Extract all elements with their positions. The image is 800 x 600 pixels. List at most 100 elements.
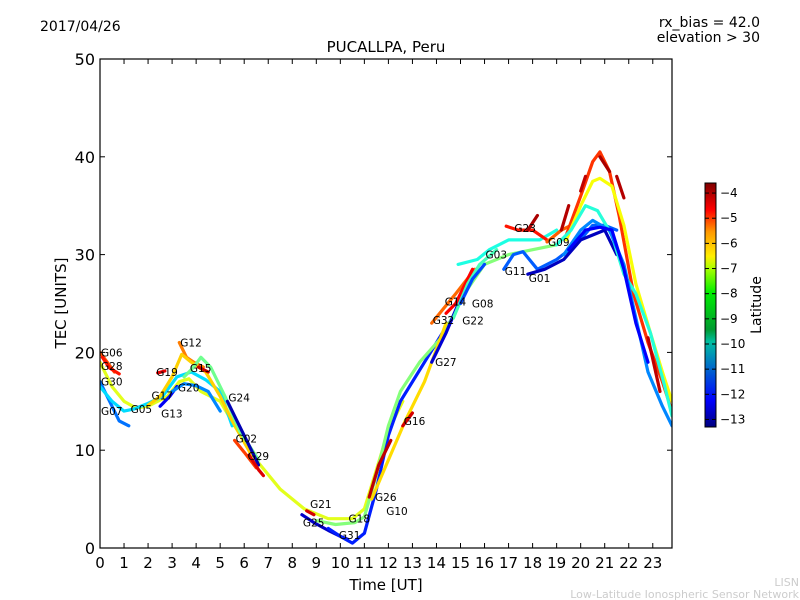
series-line-r8 — [646, 336, 662, 394]
series-line-g23 — [504, 224, 549, 242]
colorbar-gradient — [704, 182, 717, 428]
colorbar-tick-label: −7 — [720, 262, 738, 276]
series-label-g16: G16 — [404, 416, 426, 428]
series-label-g18: G18 — [349, 514, 371, 526]
series-label-g17: G17 — [152, 390, 174, 402]
colorbar-ticks: −4 −5 −6 −7 −8 −9 −10 −11 −12 −13 — [705, 186, 745, 426]
series-label-g19: G19 — [156, 367, 178, 379]
series-label-g31: G31 — [339, 530, 361, 542]
series-line-g15 — [182, 355, 261, 462]
series-line-g09b — [559, 204, 571, 232]
series-line-g08 — [458, 262, 487, 306]
series-line-g10 — [367, 438, 393, 499]
series-label-g11: G11 — [505, 266, 527, 278]
x-tick-label: 12 — [379, 554, 398, 572]
y-tick-label: 20 — [75, 343, 95, 362]
x-tick-label: 3 — [167, 554, 177, 572]
series-line-g17 — [146, 352, 253, 457]
lisn-long: Low-Latitude Ionospheric Sensor Network — [570, 588, 799, 600]
x-axis: 0 1 2 3 4 5 6 7 8 9 10 11 12 13 14 15 16 17 18 19 20 21 22 23 — [95, 59, 662, 572]
series-label-g30: G30 — [101, 377, 123, 389]
series-label-g01: G01 — [529, 273, 551, 285]
series-label-g09: G09 — [548, 237, 570, 249]
series-label-g23: G23 — [514, 223, 536, 235]
y-tick-label: 0 — [85, 539, 95, 558]
x-tick-label: 1 — [119, 554, 129, 572]
x-tick-label: 15 — [451, 554, 470, 572]
x-tick-label: 9 — [312, 554, 322, 572]
x-tick-label: 20 — [571, 554, 590, 572]
series-label-g07: G07 — [101, 406, 123, 418]
series-label-g05: G05 — [131, 404, 153, 416]
series-line-g20 — [170, 382, 222, 413]
x-tick-label: 7 — [263, 554, 273, 572]
series-line-g19 — [156, 369, 167, 375]
series-line-g26 — [370, 321, 448, 501]
series-label-g24: G24 — [228, 392, 250, 404]
colorbar-tick-label: −6 — [720, 236, 738, 250]
series-label-g02: G02 — [236, 434, 258, 446]
y-tick-label: 50 — [75, 50, 95, 69]
x-tick-label: 2 — [143, 554, 153, 572]
series-label-g13: G13 — [161, 408, 183, 420]
series-label-g27: G27 — [435, 357, 457, 369]
plot-frame — [99, 58, 673, 549]
y-tick-label: 40 — [75, 148, 95, 167]
series-label-g10: G10 — [386, 506, 408, 518]
series-label-g28: G28 — [101, 361, 123, 373]
series-label-g20: G20 — [178, 383, 200, 395]
x-tick-label: 11 — [355, 554, 374, 572]
series-label-g26: G26 — [375, 492, 397, 504]
x-tick-label: 0 — [95, 554, 105, 572]
series-line-g24 — [225, 399, 261, 467]
series-labels: G06 G28 G30 G07 G05 G19 G12 G17 G13 G20 G15 G24 G02 G… — [101, 223, 570, 542]
series-line-g15b — [196, 365, 210, 374]
rx-bias-label: rx_bias = 42.0 — [659, 15, 760, 31]
chart-title: PUCALLPA, Peru — [327, 38, 446, 56]
x-tick-label: 8 — [287, 554, 297, 572]
series-label-g29: G29 — [248, 451, 270, 463]
elevation-label: elevation > 30 — [657, 30, 760, 46]
colorbar-tick-label: −4 — [720, 186, 738, 200]
series-line-g21 — [305, 509, 316, 517]
series-line-g14 — [444, 267, 475, 315]
x-tick-label: 10 — [331, 554, 350, 572]
x-tick-label: 16 — [475, 554, 494, 572]
x-tick-label: 23 — [643, 554, 662, 572]
series-line-r6 — [598, 155, 612, 174]
series-line-r9 — [579, 174, 588, 193]
x-tick-label: 19 — [547, 554, 566, 572]
series-label-g08: G08 — [472, 299, 494, 311]
colorbar-tick-label: −10 — [720, 337, 745, 351]
x-tick-label: 14 — [427, 554, 446, 572]
y-tick-label: 30 — [75, 246, 95, 265]
series-line-g28 — [100, 355, 121, 376]
colorbar-tick-label: −5 — [720, 211, 738, 225]
series-label-g14: G14 — [445, 296, 467, 308]
colorbar-tick-label: −12 — [720, 387, 745, 401]
x-tick-label: 17 — [499, 554, 518, 572]
series-label-g22: G22 — [462, 315, 484, 327]
colorbar: −4 −5 −6 −7 −8 −9 −10 −11 −12 −13 Latitude — [704, 182, 765, 428]
series-line-r7 — [615, 174, 626, 200]
y-axis-label: TEC [UNITS] — [52, 258, 70, 350]
x-tick-label: 21 — [595, 554, 614, 572]
x-tick-label: 22 — [619, 554, 638, 572]
series-label-g03: G03 — [486, 250, 508, 262]
y-axis: 0 10 20 30 40 50 — [75, 50, 672, 558]
series-line-g23b — [526, 213, 539, 232]
series-label-g12: G12 — [180, 338, 202, 350]
lisn-short: LISN — [774, 576, 799, 589]
series-line-g18 — [314, 243, 559, 527]
x-tick-label: 6 — [239, 554, 249, 572]
series-line-g03 — [456, 228, 559, 266]
x-tick-label: 13 — [403, 554, 422, 572]
colorbar-tick-label: −9 — [720, 312, 738, 326]
colorbar-tick-label: −8 — [720, 287, 738, 301]
y-tick-label: 10 — [75, 441, 95, 460]
colorbar-tick-label: −13 — [720, 412, 745, 426]
series-label-g25: G25 — [303, 518, 325, 530]
date-label: 2017/04/26 — [40, 19, 121, 35]
series-label-g06: G06 — [101, 347, 123, 359]
